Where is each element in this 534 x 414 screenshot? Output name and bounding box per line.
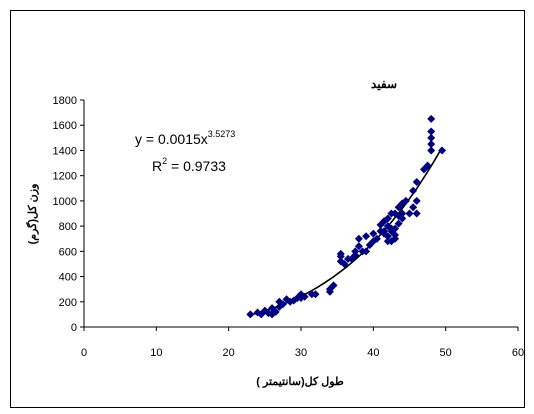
- x-tick-label: 20: [223, 347, 235, 359]
- data-point: [383, 214, 392, 223]
- data-point: [394, 219, 403, 228]
- equation-text: y = 0.0015x: [135, 131, 208, 147]
- data-point: [351, 247, 360, 256]
- data-point: [271, 307, 280, 316]
- data-point: [362, 232, 371, 241]
- data-point: [412, 177, 421, 186]
- x-tick-label: 30: [295, 347, 307, 359]
- data-point: [340, 259, 349, 268]
- data-point: [412, 196, 421, 205]
- y-tick-label: 1200: [53, 171, 77, 183]
- data-point: [278, 300, 287, 309]
- data-point: [427, 127, 436, 136]
- data-point: [438, 146, 447, 155]
- y-tick-label: 1600: [53, 120, 77, 132]
- r2-value: = 0.9733: [167, 158, 226, 174]
- x-tick-label: 50: [440, 347, 452, 359]
- y-tick-label: 1400: [53, 145, 77, 157]
- r2-exponent: 2: [162, 156, 167, 166]
- x-tick-label: 60: [512, 347, 524, 359]
- y-tick-label: 800: [59, 221, 77, 233]
- data-point: [329, 281, 338, 290]
- trendline: [250, 147, 443, 316]
- x-tick-label: 10: [150, 347, 162, 359]
- chart-title: سفید: [371, 77, 397, 91]
- y-tick-label: 600: [59, 246, 77, 258]
- data-point: [300, 292, 309, 301]
- x-tick-label: 0: [81, 347, 87, 359]
- data-point: [354, 234, 363, 243]
- data-point: [427, 133, 436, 142]
- data-point: [412, 209, 421, 218]
- data-point: [423, 161, 432, 170]
- data-point: [405, 209, 414, 218]
- data-point: [383, 232, 392, 241]
- data-point: [427, 146, 436, 155]
- data-point: [391, 224, 400, 233]
- data-point: [427, 114, 436, 123]
- y-tick-label: 200: [59, 297, 77, 309]
- equation-exponent: 3.5273: [208, 129, 236, 139]
- data-point: [362, 247, 371, 256]
- data-point: [409, 203, 418, 212]
- r-squared: R2 = 0.9733: [152, 156, 226, 174]
- data-point: [246, 310, 255, 319]
- data-point: [336, 249, 345, 258]
- data-point: [398, 209, 407, 218]
- data-point: [372, 234, 381, 243]
- data-point: [427, 140, 436, 149]
- r2-prefix: R: [152, 158, 162, 174]
- y-tick-label: 400: [59, 272, 77, 284]
- y-tick-label: 1800: [53, 95, 77, 107]
- y-axis-label: وزن کل(گرم): [25, 184, 39, 245]
- data-point: [391, 230, 400, 239]
- y-tick-label: 0: [71, 322, 77, 334]
- plot-area: 0 200 400 600 800 1000 1200 1400 1600 1800 0 10 20 30…: [53, 95, 525, 359]
- x-axis-label: طول کل(سانتیمتر ): [256, 376, 344, 388]
- x-tick-label: 40: [367, 347, 379, 359]
- trendline-equation: y = 0.0015x3.5273: [135, 129, 235, 147]
- chart-frame: [10, 10, 525, 408]
- data-point: [311, 290, 320, 299]
- data-point: [354, 242, 363, 251]
- data-point: [409, 186, 418, 195]
- y-tick-label: 1000: [53, 196, 77, 208]
- data-point: [398, 214, 407, 223]
- data-point: [369, 229, 378, 238]
- data-point: [401, 196, 410, 205]
